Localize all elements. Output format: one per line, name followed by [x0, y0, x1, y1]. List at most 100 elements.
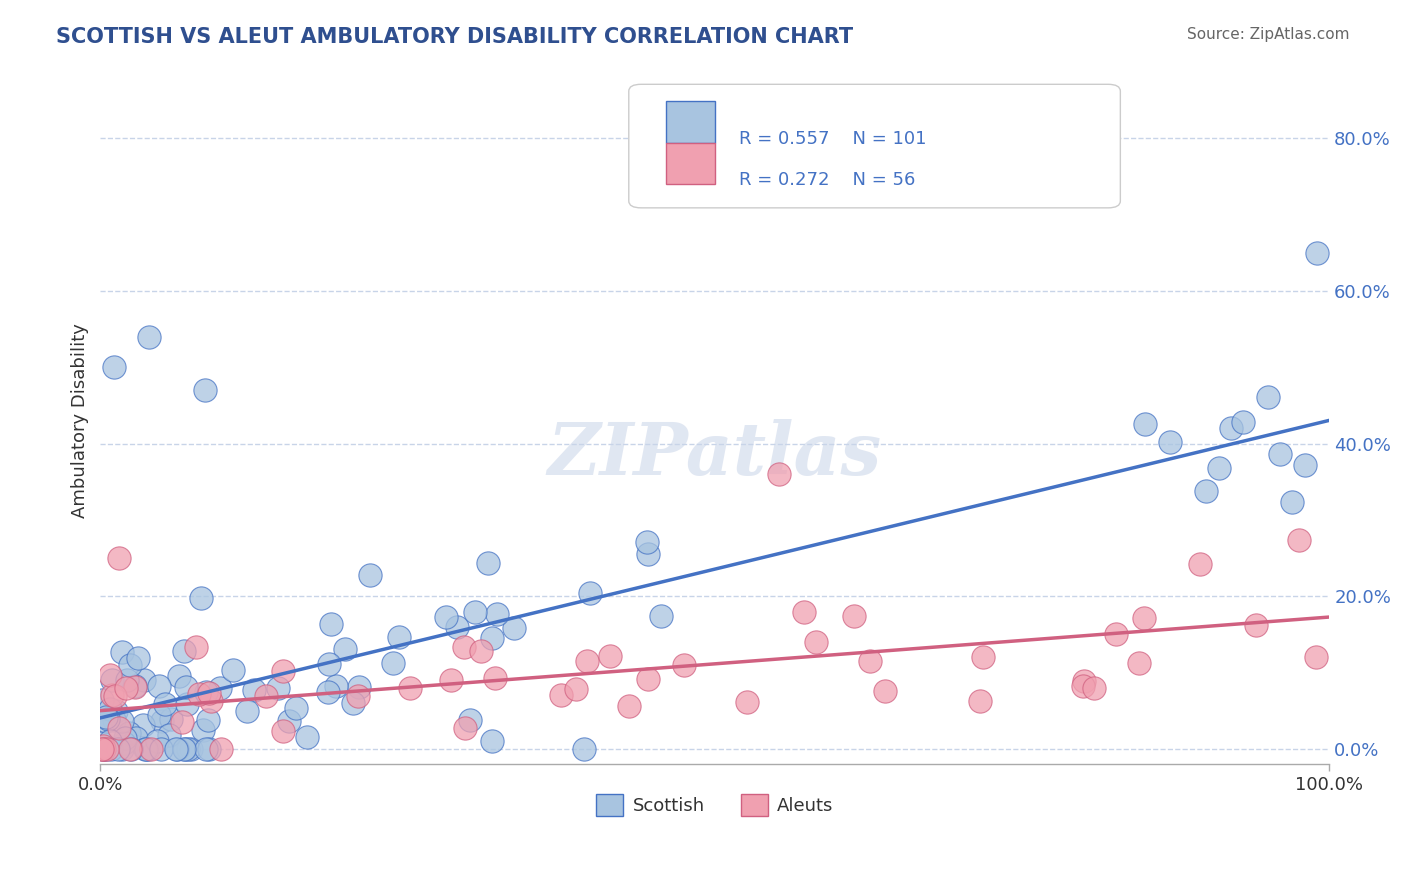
Point	[502, 621, 524, 635]
Point	[842, 608, 865, 623]
Point	[160, 712, 183, 726]
Point	[576, 654, 599, 668]
Point	[100, 741, 122, 756]
Point	[637, 547, 659, 561]
Point	[349, 680, 371, 694]
Point	[150, 714, 173, 728]
Point	[173, 644, 195, 658]
Point	[193, 723, 215, 737]
Point	[184, 640, 207, 654]
Point	[176, 698, 198, 712]
Point	[277, 714, 299, 728]
Point	[148, 707, 170, 722]
Point	[673, 657, 696, 672]
Point	[148, 679, 170, 693]
Point	[565, 681, 588, 696]
Point	[93, 741, 115, 756]
Point	[174, 741, 197, 756]
Point	[399, 681, 422, 695]
Point	[127, 650, 149, 665]
Point	[295, 730, 318, 744]
Point	[804, 635, 827, 649]
Point	[138, 741, 160, 756]
Point	[236, 704, 259, 718]
Point	[1268, 447, 1291, 461]
Point	[197, 741, 219, 756]
Point	[1133, 611, 1156, 625]
Point	[98, 702, 121, 716]
Point	[325, 679, 347, 693]
Point	[859, 654, 882, 668]
Point	[470, 644, 492, 658]
Point	[141, 741, 163, 756]
Point	[1073, 674, 1095, 689]
Text: ZIPatlas: ZIPatlas	[548, 419, 882, 491]
Point	[271, 664, 294, 678]
Point	[1189, 557, 1212, 571]
Point	[167, 669, 190, 683]
Point	[120, 657, 142, 672]
Point	[793, 605, 815, 619]
Point	[267, 681, 290, 695]
Point	[105, 705, 128, 719]
Point	[188, 687, 211, 701]
Point	[1133, 417, 1156, 431]
Point	[146, 734, 169, 748]
Point	[194, 685, 217, 699]
Point	[243, 682, 266, 697]
Point	[1288, 533, 1310, 548]
Point	[477, 556, 499, 570]
Point	[190, 591, 212, 606]
Point	[1305, 650, 1327, 665]
Point	[111, 645, 134, 659]
Point	[481, 734, 503, 748]
Point	[388, 630, 411, 644]
Point	[359, 568, 381, 582]
Point	[153, 697, 176, 711]
Point	[284, 701, 307, 715]
Point	[170, 714, 193, 729]
Point	[319, 617, 342, 632]
Point	[453, 640, 475, 654]
Point	[125, 731, 148, 745]
Point	[1159, 435, 1181, 450]
Point	[112, 736, 135, 750]
Point	[90, 741, 112, 756]
Point	[195, 741, 218, 756]
Point	[114, 681, 136, 696]
Point	[381, 657, 404, 671]
Point	[97, 712, 120, 726]
Point	[550, 688, 572, 702]
Point	[114, 731, 136, 745]
Point	[333, 642, 356, 657]
Point	[969, 694, 991, 708]
Point	[134, 741, 156, 756]
Point	[96, 741, 118, 756]
Point	[174, 680, 197, 694]
Point	[96, 710, 118, 724]
Point	[1294, 458, 1316, 473]
Point	[637, 672, 659, 686]
Point	[484, 671, 506, 685]
Point	[458, 713, 481, 727]
Point	[464, 606, 486, 620]
Point	[200, 694, 222, 708]
FancyBboxPatch shape	[628, 85, 1121, 208]
Point	[1128, 656, 1150, 670]
Point	[735, 695, 758, 709]
Point	[572, 741, 595, 756]
Point	[1083, 681, 1105, 695]
Point	[165, 741, 187, 756]
Text: R = 0.272    N = 56: R = 0.272 N = 56	[740, 171, 915, 189]
Point	[1232, 415, 1254, 429]
Point	[107, 741, 129, 756]
Point	[103, 713, 125, 727]
Point	[134, 673, 156, 688]
Point	[107, 721, 129, 735]
FancyBboxPatch shape	[665, 102, 714, 143]
Point	[636, 534, 658, 549]
Point	[120, 741, 142, 756]
Point	[434, 610, 457, 624]
Point	[1195, 484, 1218, 499]
Point	[132, 718, 155, 732]
